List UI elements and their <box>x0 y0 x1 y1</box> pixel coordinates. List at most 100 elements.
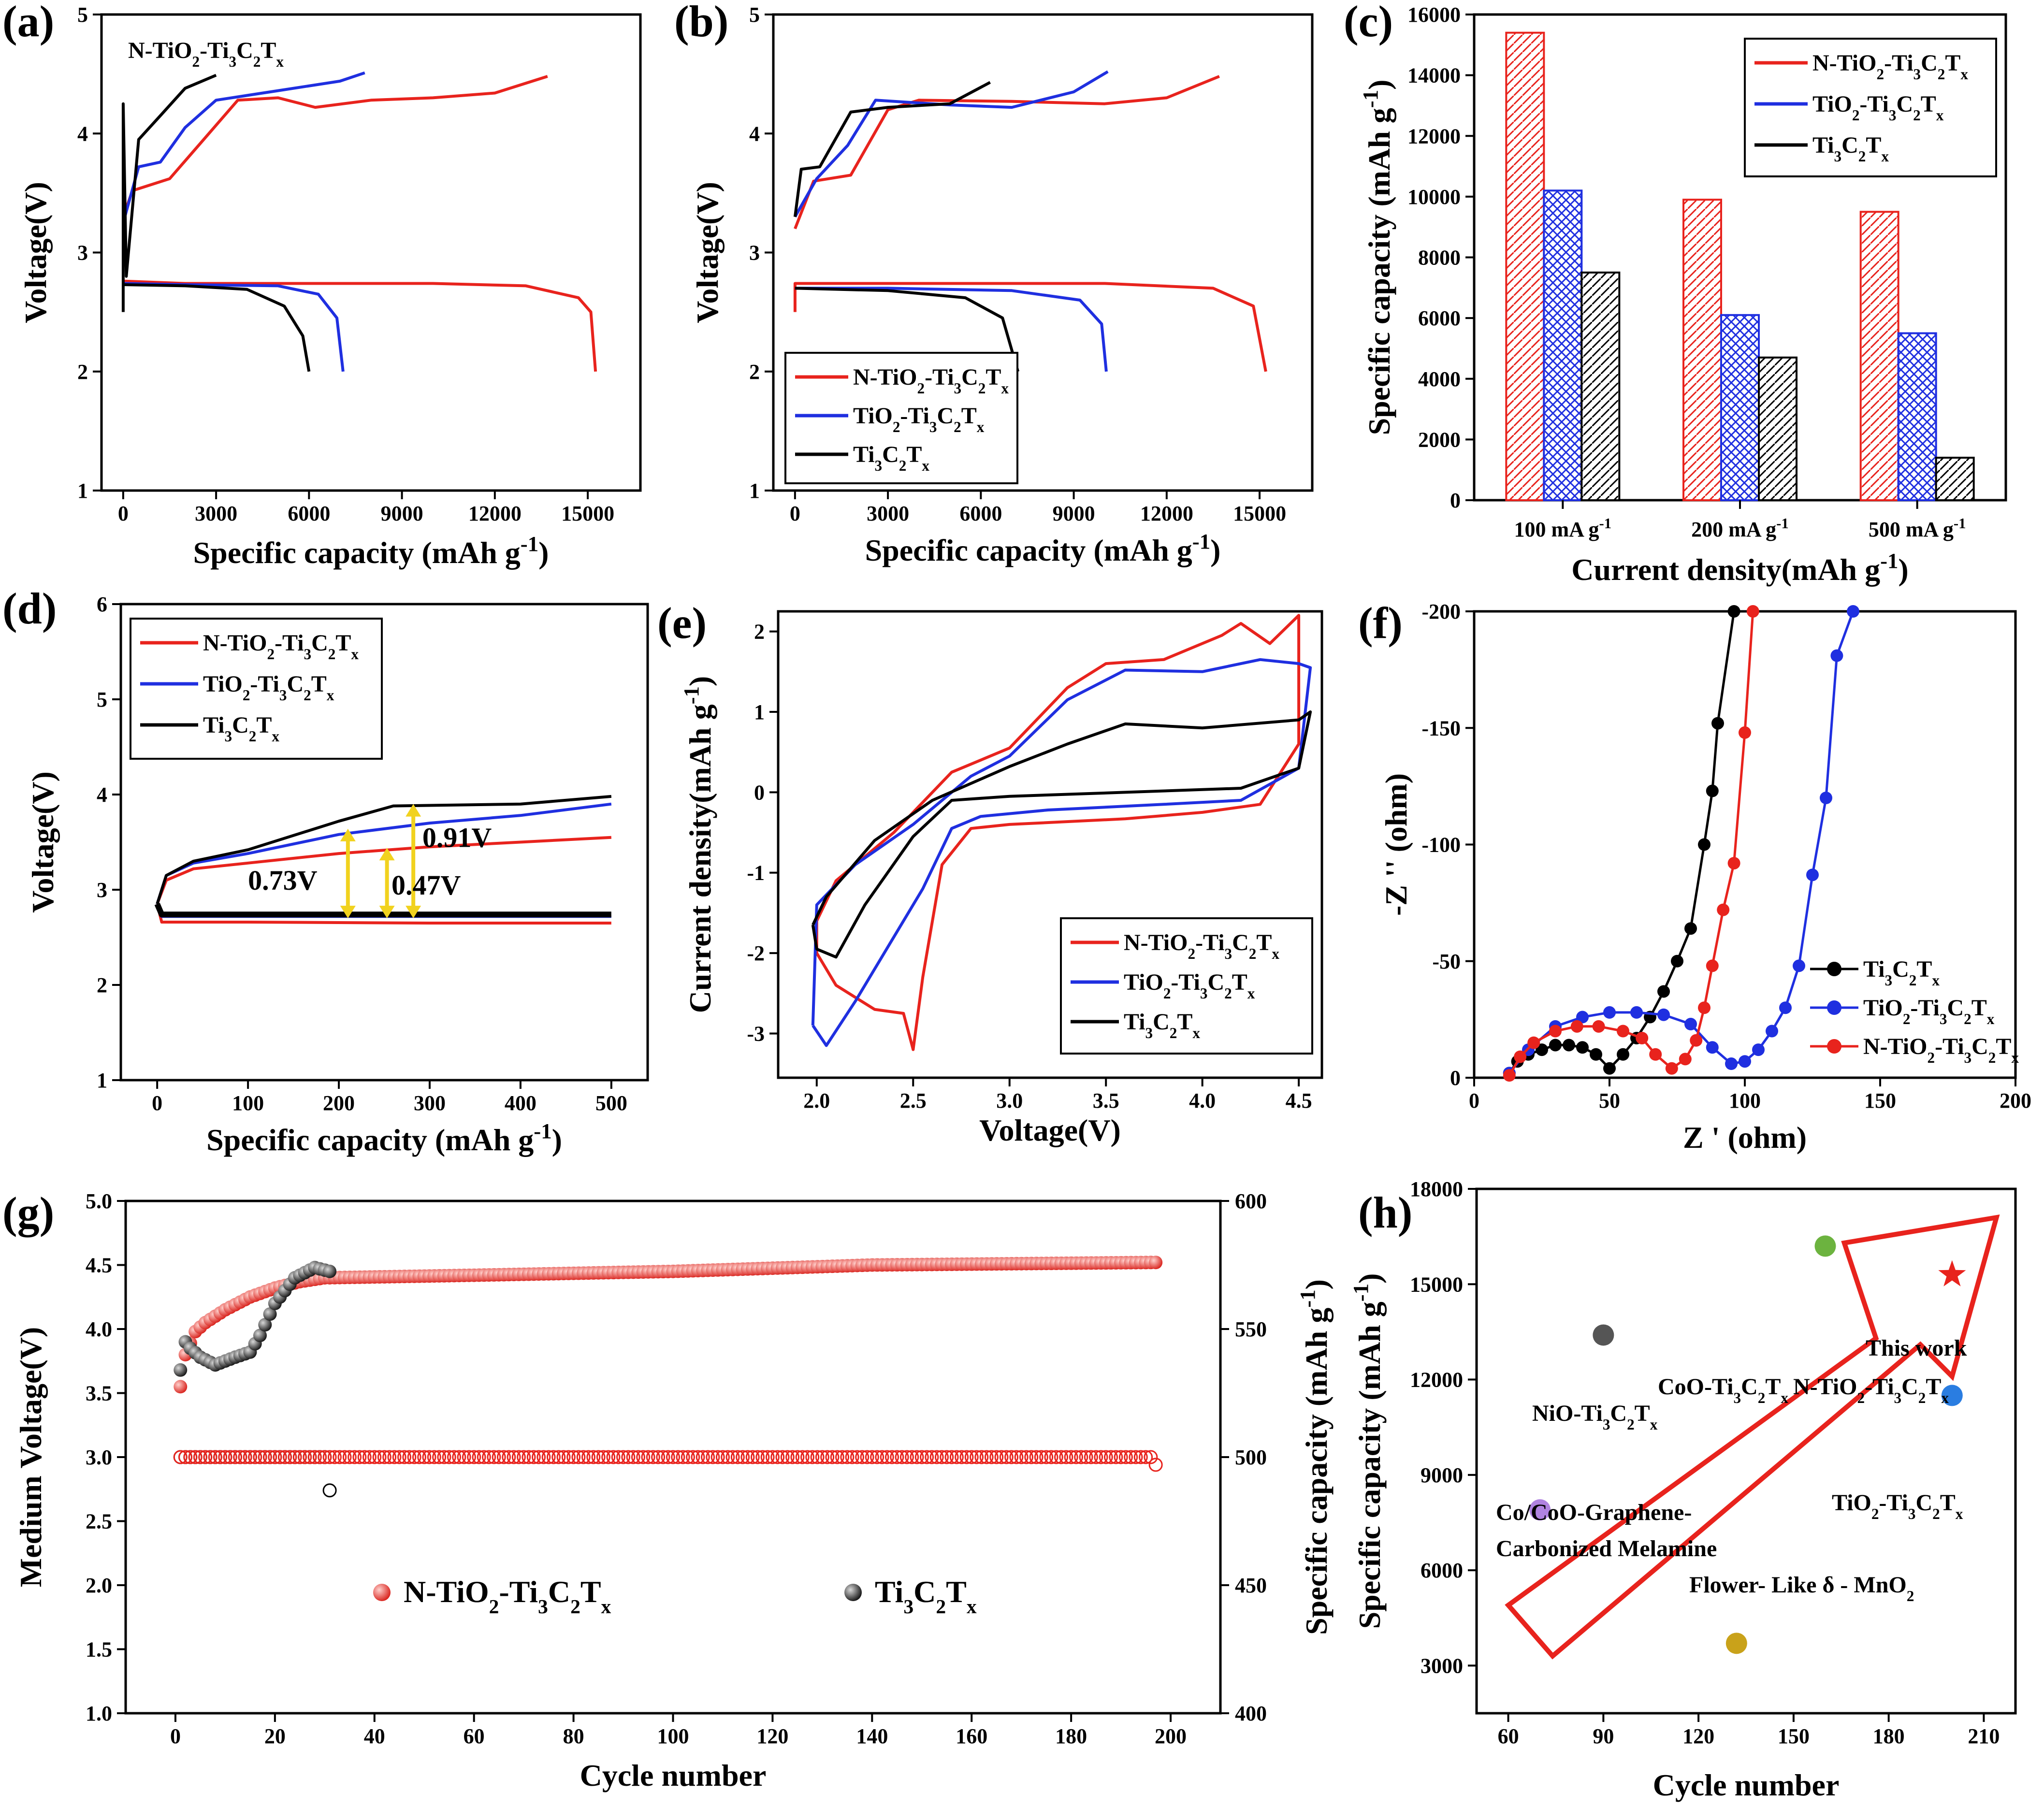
capacity-point <box>1144 1450 1158 1464</box>
y-tick-label: 2 <box>97 973 107 997</box>
capacity-point <box>337 1450 352 1464</box>
x-tick-label: 20 <box>264 1724 286 1748</box>
capacity-point <box>482 1450 496 1464</box>
eis-point <box>1592 1020 1605 1033</box>
capacity-point <box>178 1450 193 1464</box>
eis-point <box>1830 649 1843 662</box>
x-tick-label: 3000 <box>195 502 237 525</box>
y-tick-label: 0 <box>1450 1066 1461 1090</box>
panel-label: (d) <box>2 584 57 633</box>
legend-marker <box>844 1584 862 1601</box>
legend-entry: TiO2-Ti3C2Tx <box>203 671 334 704</box>
capacity-point <box>457 1450 471 1464</box>
capacity-point <box>885 1450 899 1464</box>
discharge-curve <box>154 903 611 918</box>
capacity-point <box>870 1450 884 1464</box>
capacity-point <box>984 1450 999 1464</box>
panel-g: 0 20 40 60 80 100 120 140 160 180 200 1.0 1.5 2.0 2.5 3… <box>14 1189 1334 1793</box>
capacity-point <box>686 1450 700 1464</box>
eis-point <box>1725 1057 1738 1070</box>
y-tick-label: 3 <box>77 241 88 265</box>
y2-tick-label: 600 <box>1235 1189 1267 1213</box>
x-axis-label: Specific capacity (mAh g-1) <box>193 532 549 570</box>
y2-tick-label: 450 <box>1235 1574 1267 1597</box>
x-tick-label: 140 <box>856 1724 888 1748</box>
x-axis-label: Specific capacity (mAh g-1) <box>206 1119 562 1157</box>
y-tick-label: 6000 <box>1421 1559 1463 1582</box>
capacity-point <box>556 1450 571 1464</box>
capacity-point <box>432 1450 447 1464</box>
x-tick-label: 300 <box>414 1091 446 1115</box>
eis-point <box>1603 1006 1616 1019</box>
capacity-point <box>1039 1450 1054 1464</box>
capacity-point <box>313 1450 327 1464</box>
panel-label: (e) <box>657 598 707 648</box>
capacity-point <box>979 1450 994 1464</box>
y-axis-label: Medium Voltage(V) <box>14 1327 48 1588</box>
capacity-point <box>944 1450 959 1464</box>
y-tick-label: 1 <box>97 1069 107 1092</box>
eis-point <box>1549 1025 1562 1038</box>
capacity-point <box>1133 1450 1148 1464</box>
x-tick-label: 400 <box>505 1091 536 1115</box>
trend-arrow <box>1505 1214 2000 1660</box>
capacity-point <box>437 1450 451 1464</box>
capacity-point <box>263 1450 277 1464</box>
capacity-point <box>223 1450 237 1464</box>
y-tick-label: 2 <box>77 360 88 384</box>
capacity-point <box>800 1450 814 1464</box>
voltage-point <box>1149 1256 1163 1270</box>
y-tick-label: 3000 <box>1421 1654 1463 1677</box>
x-tick-label: 12000 <box>468 502 522 525</box>
capacity-point <box>1109 1450 1123 1464</box>
bar <box>1859 211 1899 501</box>
y-tick-label: 1 <box>77 479 88 503</box>
y-tick-label: 0 <box>754 781 765 804</box>
capacity-point <box>721 1450 735 1464</box>
capacity-point <box>1054 1450 1069 1464</box>
capacity-point <box>183 1450 198 1464</box>
annotation: 0.47V <box>391 869 461 901</box>
capacity-point <box>676 1450 690 1464</box>
plot-frame <box>777 610 1323 1079</box>
capacity-point <box>606 1450 621 1464</box>
eis-point <box>1706 784 1719 797</box>
capacity-point <box>382 1450 397 1464</box>
y-axis-label: Voltage(V) <box>26 771 60 913</box>
capacity-point <box>1009 1450 1024 1464</box>
legend-entry: N-TiO2-Ti3C2Tx <box>1812 50 1968 83</box>
point-label: NiO-Ti3C2Tx <box>1532 1401 1658 1433</box>
capacity-point <box>999 1450 1014 1464</box>
capacity-point <box>298 1450 312 1464</box>
eis-point <box>1665 1062 1678 1075</box>
capacity-point <box>730 1450 745 1464</box>
eis-point <box>1576 1041 1589 1054</box>
x-tick-label: 60 <box>1498 1724 1519 1748</box>
voltage-point <box>174 1380 188 1394</box>
capacity-point <box>795 1450 810 1464</box>
capacity-point <box>1019 1450 1033 1464</box>
capacity-point <box>691 1450 705 1464</box>
y-tick-label: 14000 <box>1407 64 1461 87</box>
x-tick-label: 3000 <box>867 502 909 525</box>
x-tick-label: 210 <box>1968 1724 2000 1748</box>
eis-point <box>1617 1048 1629 1061</box>
eis-line <box>1508 611 1855 1074</box>
eis-point <box>1549 1039 1562 1052</box>
capacity-point <box>710 1450 725 1464</box>
capacity-point <box>910 1450 924 1464</box>
voltage-point <box>323 1264 337 1278</box>
x-tick-label: 100 <box>657 1724 689 1748</box>
capacity-point <box>890 1450 904 1464</box>
capacity-point <box>248 1450 262 1464</box>
eis-point <box>1684 1018 1697 1031</box>
capacity-point <box>417 1450 432 1464</box>
capacity-point <box>233 1450 247 1464</box>
capacity-point <box>661 1450 675 1464</box>
eis-point <box>1563 1039 1575 1052</box>
capacity-point <box>502 1450 516 1464</box>
panel-title: N-TiO2-Ti3C2Tx <box>128 38 284 70</box>
y-tick-label: 1 <box>754 700 765 724</box>
capacity-point <box>949 1450 964 1464</box>
capacity-point <box>561 1450 576 1464</box>
